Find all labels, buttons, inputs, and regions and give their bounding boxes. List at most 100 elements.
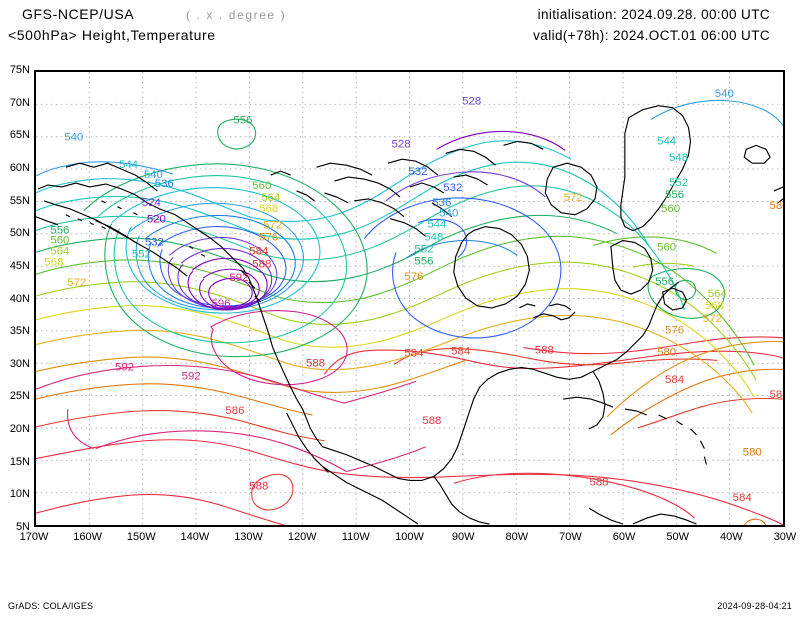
contour-label: 588	[422, 415, 441, 427]
contour-label: 548	[424, 232, 443, 244]
contour-label: 580	[769, 200, 783, 212]
contour-label: 528	[462, 96, 481, 108]
contour-label: 584	[249, 245, 269, 257]
contour-label: 552	[132, 248, 151, 260]
contour-label: 544	[119, 159, 139, 171]
contour-label: 584	[769, 389, 783, 401]
x-axis-tick-label: 30W	[773, 531, 797, 543]
contour-label: 592	[229, 272, 248, 284]
contour-label: 556	[233, 115, 252, 127]
contour-label: 564	[50, 245, 70, 257]
y-axis-tick-label: 25N	[9, 390, 30, 403]
contour-label: 536	[155, 178, 174, 190]
contour-label: 584	[451, 346, 471, 358]
contour-label: 532	[145, 236, 164, 248]
y-axis-tick-label: 10N	[9, 488, 30, 501]
y-axis-tick-label: 70N	[9, 96, 30, 109]
contour-label: 548	[669, 152, 688, 164]
x-axis-tick-label: 150W	[126, 531, 156, 543]
contour-label: 560	[657, 241, 676, 253]
x-axis-tick-label: 160W	[73, 531, 103, 543]
contour-label: 540	[715, 88, 734, 100]
x-axis-tick-label: 110W	[341, 531, 370, 543]
coastline-layer	[36, 105, 783, 525]
contour-label: 576	[259, 232, 278, 244]
contour-map-panel: 540 544 540 536 520 524 532 552 556 560 564 568 572 5…	[34, 70, 785, 527]
x-axis-tick-label: 90W	[451, 531, 475, 543]
contour-group-warm	[36, 99, 783, 525]
contour-label: 564	[708, 288, 728, 300]
y-axis-tick-label: 45N	[9, 259, 30, 272]
y-axis-tick-label: 30N	[9, 357, 30, 370]
y-axis-tick-label: 35N	[9, 325, 30, 338]
height-contour-svg: 5405445405365205245325525565605645685725…	[36, 72, 783, 525]
contour-label: 540	[439, 208, 458, 220]
contour-label: 580	[743, 447, 762, 459]
contour-label: 536	[432, 197, 451, 209]
contour-label: 532	[408, 166, 427, 178]
contour-label: 556	[414, 255, 433, 267]
y-axis-tick-label: 40N	[9, 292, 30, 305]
y-axis-tick-label: 20N	[9, 423, 30, 436]
contour-label: 592	[115, 361, 134, 373]
x-axis-tick-label: 100W	[395, 531, 424, 543]
contour-label: 588	[306, 357, 325, 369]
contour-label: 584	[404, 348, 424, 360]
model-name-label: GFS-NCEP/USA	[22, 6, 135, 22]
contour-label: 528	[392, 138, 411, 150]
resolution-label: ( . x . degree )	[186, 8, 287, 22]
contour-label: 572	[703, 313, 722, 325]
contour-label: 560	[661, 203, 680, 215]
y-axis-tick-label: 50N	[9, 227, 30, 240]
contour-label: 552	[414, 243, 433, 255]
x-axis-tick-label: 130W	[234, 531, 263, 543]
contour-label: 584	[733, 492, 753, 504]
render-timestamp: 2024-09-28-04:21	[717, 601, 792, 611]
contour-label: 588	[535, 345, 554, 357]
contour-label: 568	[259, 203, 278, 215]
contour-label: 588	[252, 258, 271, 270]
x-axis-tick-label: 170W	[19, 531, 49, 543]
contour-label: 544	[657, 135, 677, 147]
x-axis-tick-label: 70W	[559, 531, 582, 543]
contour-label: 556	[665, 189, 684, 201]
initialisation-label: initialisation: 2024.09.28. 00:00 UTC	[537, 7, 770, 22]
y-axis-tick-label: 75N	[9, 64, 30, 76]
contour-label: 572	[67, 277, 86, 289]
contour-label: 524	[142, 197, 162, 209]
contour-label: 556	[655, 276, 674, 288]
x-axis-tick-label: 120W	[287, 531, 317, 543]
contour-value-labels: 5405445405365205245325525565605645685725…	[44, 88, 783, 504]
contour-label: 576	[404, 271, 423, 283]
x-axis-tick-label: 60W	[612, 531, 636, 543]
chart-header: GFS-NCEP/USA ( . x . degree ) <500hPa> H…	[0, 0, 800, 62]
contour-label: 592	[182, 370, 201, 382]
grads-credit-label: GrADS: COLA/IGES	[8, 601, 94, 611]
contour-label: 596	[211, 298, 230, 310]
contour-label: 572	[564, 192, 583, 204]
y-axis-tick-label: 5N	[15, 521, 30, 533]
y-axis-tick-label: 65N	[9, 129, 30, 142]
valid-time-label: valid(+78h): 2024.OCT.01 06:00 UTC	[533, 28, 770, 43]
x-axis-tick-label: 80W	[505, 531, 529, 543]
contour-label: 572	[263, 220, 282, 232]
contour-label: 560	[252, 180, 271, 192]
y-axis-tick-label: 60N	[9, 161, 30, 174]
contour-label: 568	[705, 300, 724, 312]
level-field-label: <500hPa> Height,Temperature	[8, 27, 216, 43]
contour-label: 576	[665, 325, 684, 337]
x-axis-tick-label: 40W	[720, 531, 743, 543]
contour-label: 586	[225, 405, 244, 417]
contour-label: 540	[64, 131, 83, 143]
contour-label: 556	[50, 225, 69, 237]
contour-label: 560	[50, 235, 69, 247]
contour-label: 552	[669, 177, 688, 189]
contour-label: 540	[144, 169, 163, 181]
contour-label: 588	[249, 480, 268, 492]
contour-label: 564	[261, 192, 281, 204]
contour-label: 568	[44, 256, 63, 268]
y-axis-tick-label: 55N	[9, 194, 30, 207]
contour-label: 544	[427, 219, 447, 231]
contour-label: 532	[443, 182, 462, 194]
contour-label: 520	[147, 214, 166, 226]
